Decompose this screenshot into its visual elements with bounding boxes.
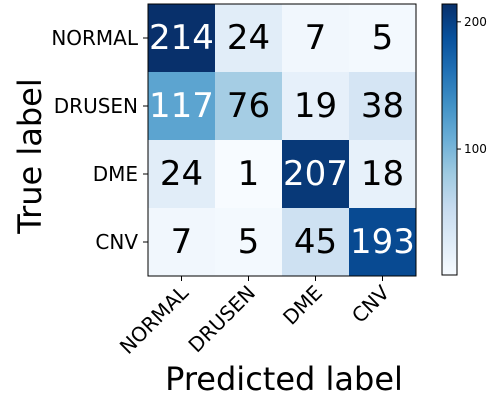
y-tick-label: DRUSEN — [54, 94, 138, 118]
cell-value-label: 5 — [372, 18, 394, 58]
cell-value-label: 76 — [227, 86, 270, 126]
heatmap-cell — [349, 72, 416, 140]
heatmap-cell — [282, 208, 349, 276]
heatmap-cell — [148, 140, 215, 208]
heatmap-cell — [148, 72, 215, 140]
y-axis-title: True label — [11, 78, 49, 235]
heatmap-cell — [215, 72, 282, 140]
heatmap-cell — [282, 72, 349, 140]
heatmap-cell — [349, 140, 416, 208]
cell-value-label: 214 — [149, 18, 214, 58]
cell-value-label: 38 — [361, 86, 404, 126]
heatmap-cell — [148, 208, 215, 276]
colorbar-tick-label: 200 — [464, 15, 487, 29]
cell-value-label: 7 — [171, 222, 193, 262]
colorbar-ticks: 100 200 — [457, 15, 487, 156]
x-tick-label: CNV — [347, 280, 394, 327]
cell-value-label: 7 — [305, 18, 327, 58]
cell-value-label: 193 — [350, 222, 415, 262]
heatmap-cells: 214 24 7 5 117 76 19 38 24 1 207 18 7 5 45 193 — [147, 3, 417, 277]
heatmap-cell — [215, 4, 282, 72]
y-tick-labels: NORMAL DRUSEN DME CNV — [51, 26, 148, 254]
cell-value-label: 18 — [361, 154, 404, 194]
cell-value-label: 207 — [283, 154, 348, 194]
heatmap-cell — [148, 4, 215, 72]
x-tick-label: DME — [278, 281, 327, 330]
heatmap-cell — [282, 140, 349, 208]
heatmap-cell — [349, 4, 416, 72]
cell-value-label: 117 — [149, 86, 214, 126]
y-tick-label: CNV — [95, 230, 138, 254]
colorbar-tick-label: 100 — [464, 142, 487, 156]
heatmap-cell — [282, 4, 349, 72]
x-axis-title: Predicted label — [165, 360, 403, 398]
cell-value-label: 24 — [227, 18, 270, 58]
heatmap-cell — [349, 208, 416, 276]
heatmap-frame — [147, 3, 417, 277]
cell-value-label: 19 — [294, 86, 337, 126]
y-tick-label: NORMAL — [51, 26, 139, 50]
cell-value-label: 5 — [238, 222, 260, 262]
cell-value-label: 1 — [238, 154, 260, 194]
cell-value-label: 45 — [294, 222, 337, 262]
heatmap-cell — [215, 140, 282, 208]
colorbar — [441, 3, 458, 276]
heatmap-cell — [215, 208, 282, 276]
x-tick-label: DRUSEN — [184, 281, 261, 358]
y-tick-label: DME — [93, 162, 138, 186]
cell-value-label: 24 — [160, 154, 203, 194]
x-tick-label: NORMAL — [115, 280, 194, 359]
